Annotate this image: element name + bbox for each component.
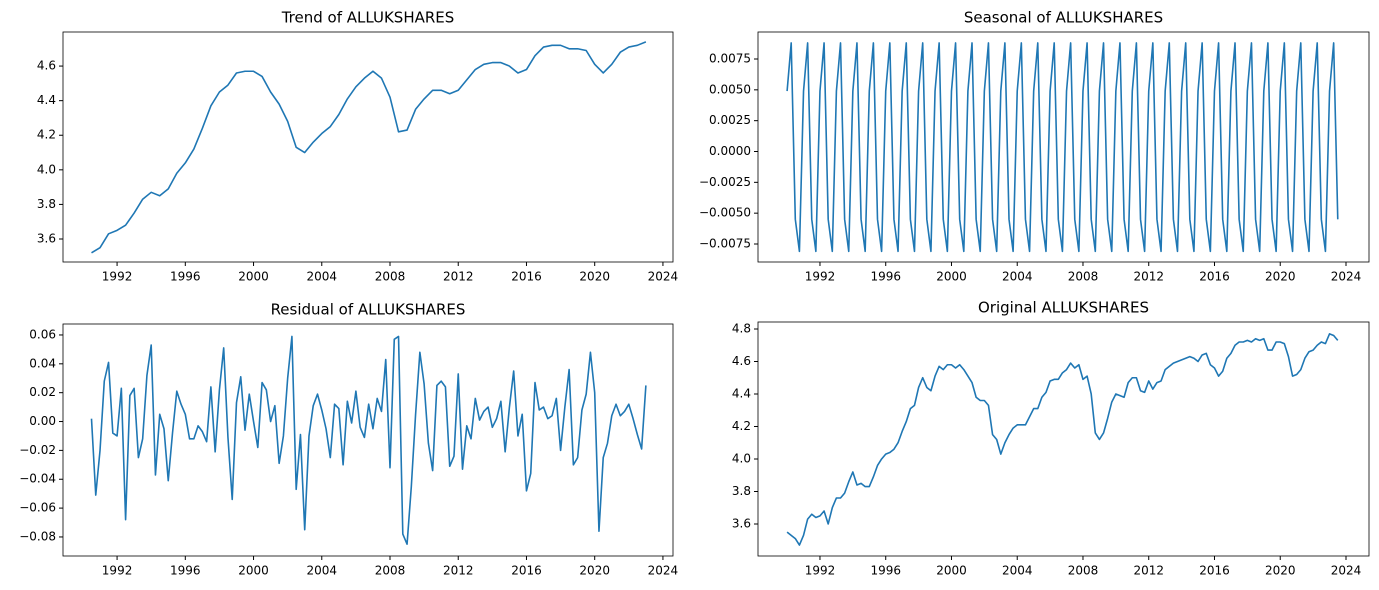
y-tick-label: 0.0025 bbox=[709, 113, 751, 127]
axes-frame bbox=[62, 31, 674, 263]
x-tick-label: 1996 bbox=[870, 564, 901, 578]
x-tick-label: 2016 bbox=[511, 270, 542, 284]
data-line bbox=[786, 42, 1339, 253]
y-tick-label: 3.8 bbox=[37, 197, 56, 211]
y-tick-label: −0.08 bbox=[19, 529, 56, 543]
y-tick-label: −0.04 bbox=[19, 472, 56, 486]
chart-title: Residual of ALLUKSHARES bbox=[271, 301, 466, 319]
y-tick-label: 0.0000 bbox=[709, 144, 751, 158]
x-tick-label: 1996 bbox=[170, 270, 201, 284]
x-tick-label: 1996 bbox=[870, 270, 901, 284]
x-tick-label: 1996 bbox=[170, 564, 201, 578]
x-tick-label: 2000 bbox=[238, 270, 269, 284]
y-tick-label: 0.02 bbox=[29, 385, 56, 399]
axes-frame bbox=[757, 321, 1370, 557]
x-tick-label: 2000 bbox=[936, 564, 967, 578]
x-tick-label: 1992 bbox=[805, 564, 836, 578]
x-tick-label: 2024 bbox=[1331, 564, 1362, 578]
y-tick-label: 4.8 bbox=[732, 321, 751, 335]
x-tick-label: 2016 bbox=[1199, 564, 1230, 578]
y-tick-label: 0.04 bbox=[29, 356, 56, 370]
y-tick-label: 4.2 bbox=[732, 419, 751, 433]
x-tick-label: 2008 bbox=[375, 564, 406, 578]
x-tick-label: 2000 bbox=[238, 564, 269, 578]
x-tick-label: 2004 bbox=[1002, 564, 1033, 578]
y-tick-label: 4.4 bbox=[37, 93, 56, 107]
x-tick-label: 2012 bbox=[1133, 564, 1164, 578]
x-tick-label: 2020 bbox=[1265, 564, 1296, 578]
y-tick-label: 0.00 bbox=[29, 414, 56, 428]
x-tick-label: 2020 bbox=[1265, 270, 1296, 284]
y-tick-label: 0.0050 bbox=[709, 82, 751, 96]
x-tick-label: 1992 bbox=[102, 270, 133, 284]
x-tick-label: 1992 bbox=[805, 270, 836, 284]
x-tick-label: 2004 bbox=[1002, 270, 1033, 284]
chart-title: Seasonal of ALLUKSHARES bbox=[964, 9, 1163, 27]
y-tick-label: −0.0075 bbox=[699, 236, 751, 250]
y-tick-label: −0.06 bbox=[19, 501, 56, 515]
x-tick-label: 2020 bbox=[579, 270, 610, 284]
x-tick-label: 2024 bbox=[648, 270, 679, 284]
x-tick-label: 2020 bbox=[579, 564, 610, 578]
x-tick-label: 2016 bbox=[511, 564, 542, 578]
y-tick-label: 3.8 bbox=[732, 484, 751, 498]
x-tick-label: 2016 bbox=[1199, 270, 1230, 284]
x-tick-label: 2012 bbox=[443, 270, 474, 284]
axes-frame bbox=[757, 31, 1370, 263]
data-line bbox=[91, 41, 647, 254]
x-tick-label: 2012 bbox=[1133, 270, 1164, 284]
y-tick-label: 3.6 bbox=[37, 232, 56, 246]
x-tick-label: 2012 bbox=[443, 564, 474, 578]
x-tick-label: 1992 bbox=[102, 564, 133, 578]
y-tick-label: −0.0050 bbox=[699, 206, 751, 220]
y-tick-label: 4.6 bbox=[37, 59, 56, 73]
y-tick-label: 4.6 bbox=[732, 354, 751, 368]
axes-frame bbox=[62, 323, 674, 557]
chart-title: Original ALLUKSHARES bbox=[978, 299, 1149, 317]
y-tick-label: −0.02 bbox=[19, 443, 56, 457]
x-tick-label: 2008 bbox=[375, 270, 406, 284]
x-tick-label: 2024 bbox=[1331, 270, 1362, 284]
y-tick-label: 0.06 bbox=[29, 327, 56, 341]
x-tick-label: 2008 bbox=[1068, 564, 1099, 578]
y-tick-label: −0.0025 bbox=[699, 175, 751, 189]
y-tick-label: 0.0075 bbox=[709, 52, 751, 66]
x-tick-label: 2004 bbox=[306, 564, 337, 578]
y-tick-label: 4.0 bbox=[37, 162, 56, 176]
x-tick-label: 2008 bbox=[1068, 270, 1099, 284]
y-tick-label: 4.4 bbox=[732, 386, 751, 400]
y-tick-label: 4.0 bbox=[732, 451, 751, 465]
x-tick-label: 2004 bbox=[306, 270, 337, 284]
data-line bbox=[90, 335, 647, 545]
x-tick-label: 2000 bbox=[936, 270, 967, 284]
y-tick-label: 4.2 bbox=[37, 128, 56, 142]
data-line bbox=[786, 333, 1339, 546]
x-tick-label: 2024 bbox=[648, 564, 679, 578]
y-tick-label: 3.6 bbox=[732, 516, 751, 530]
chart-title: Trend of ALLUKSHARES bbox=[281, 9, 455, 27]
